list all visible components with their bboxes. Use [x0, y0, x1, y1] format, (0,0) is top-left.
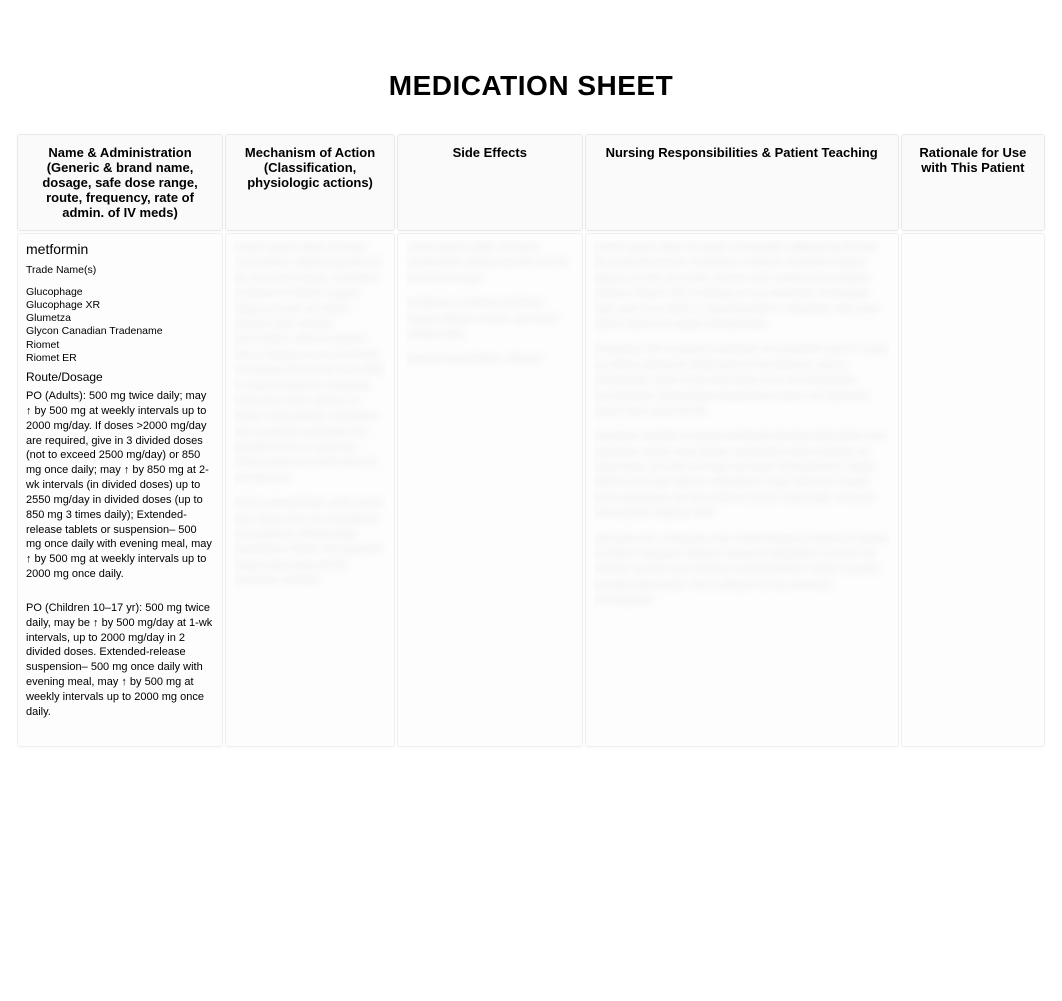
trade-name: Riomet ER: [26, 352, 214, 365]
blurred-preview: Lorem ipsum dolor sit amet consectetur a…: [406, 240, 573, 368]
trade-names-label: Trade Name(s): [26, 263, 214, 277]
blurred-preview: Lorem ipsum dolor sit amet consectetur a…: [594, 240, 890, 609]
route-dosage-label: Route/Dosage: [26, 369, 214, 385]
col-header-side: Side Effects: [397, 134, 582, 231]
cell-name-admin: metformin Trade Name(s) Glucophage Gluco…: [17, 233, 223, 747]
cell-side-effects: Lorem ipsum dolor sit amet consectetur a…: [397, 233, 582, 747]
trade-name: Glucophage XR: [26, 299, 214, 312]
trade-name: Glumetza: [26, 312, 214, 325]
dosage-children: PO (Children 10–17 yr): 500 mg twice dai…: [26, 601, 214, 720]
trade-name: Glucophage: [26, 286, 214, 299]
page-title: MEDICATION SHEET: [15, 70, 1047, 102]
col-header-rationale: Rationale for Use with This Patient: [901, 134, 1045, 231]
medication-table: Name & Administration (Generic & brand n…: [15, 132, 1047, 749]
col-header-name: Name & Administration (Generic & brand n…: [17, 134, 223, 231]
cell-moa: Lorem ipsum dolor sit amet consectetur a…: [225, 233, 395, 747]
drug-generic-name: metformin: [26, 240, 214, 259]
col-header-nursing: Nursing Responsibilities & Patient Teach…: [585, 134, 899, 231]
col-header-moa: Mechanism of Action (Classification, phy…: [225, 134, 395, 231]
cell-rationale: [901, 233, 1045, 747]
blurred-preview: Lorem ipsum dolor sit amet consectetur a…: [234, 240, 386, 589]
cell-nursing: Lorem ipsum dolor sit amet consectetur a…: [585, 233, 899, 747]
dosage-adults: PO (Adults): 500 mg twice daily; may ↑ b…: [26, 389, 214, 582]
trade-name: Glycon Canadian Tradename: [26, 325, 214, 338]
trade-name: Riomet: [26, 339, 214, 352]
table-header-row: Name & Administration (Generic & brand n…: [17, 134, 1045, 231]
table-row: metformin Trade Name(s) Glucophage Gluco…: [17, 233, 1045, 747]
